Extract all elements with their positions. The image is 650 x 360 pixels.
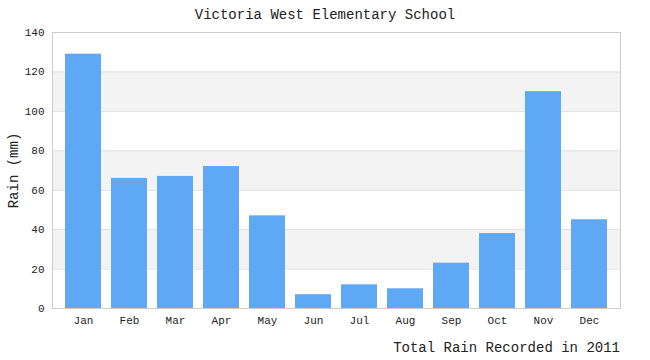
- svg-text:Dec: Dec: [580, 315, 600, 327]
- html-text:Total Rain Recorded in 2011: Total Rain Recorded in 2011: [393, 340, 620, 356]
- svg-text:120: 120: [25, 66, 45, 78]
- svg-text:Feb: Feb: [120, 315, 140, 327]
- svg-text:Jan: Jan: [74, 315, 94, 327]
- svg-text:0: 0: [38, 303, 45, 315]
- svg-text:May: May: [258, 315, 278, 327]
- svg-text:20: 20: [31, 264, 44, 276]
- svg-text:Rain (mm): Rain (mm): [6, 133, 22, 209]
- svg-text:Mar: Mar: [166, 315, 186, 327]
- svg-text:Apr: Apr: [212, 315, 232, 327]
- svg-text:Nov: Nov: [534, 315, 554, 327]
- svg-text:Sep: Sep: [442, 315, 462, 327]
- svg-text:Oct: Oct: [488, 315, 508, 327]
- svg-text:80: 80: [31, 145, 44, 157]
- svg-text:140: 140: [25, 27, 45, 39]
- svg-text:Jul: Jul: [350, 315, 370, 327]
- svg-text:Aug: Aug: [396, 315, 416, 327]
- svg-text:40: 40: [31, 224, 44, 236]
- svg-text:Jun: Jun: [304, 315, 324, 327]
- svg-text:100: 100: [25, 106, 45, 118]
- html-text:Victoria West Elementary Schoo: Victoria West Elementary School: [194, 7, 456, 23]
- svg-text:60: 60: [31, 185, 44, 197]
